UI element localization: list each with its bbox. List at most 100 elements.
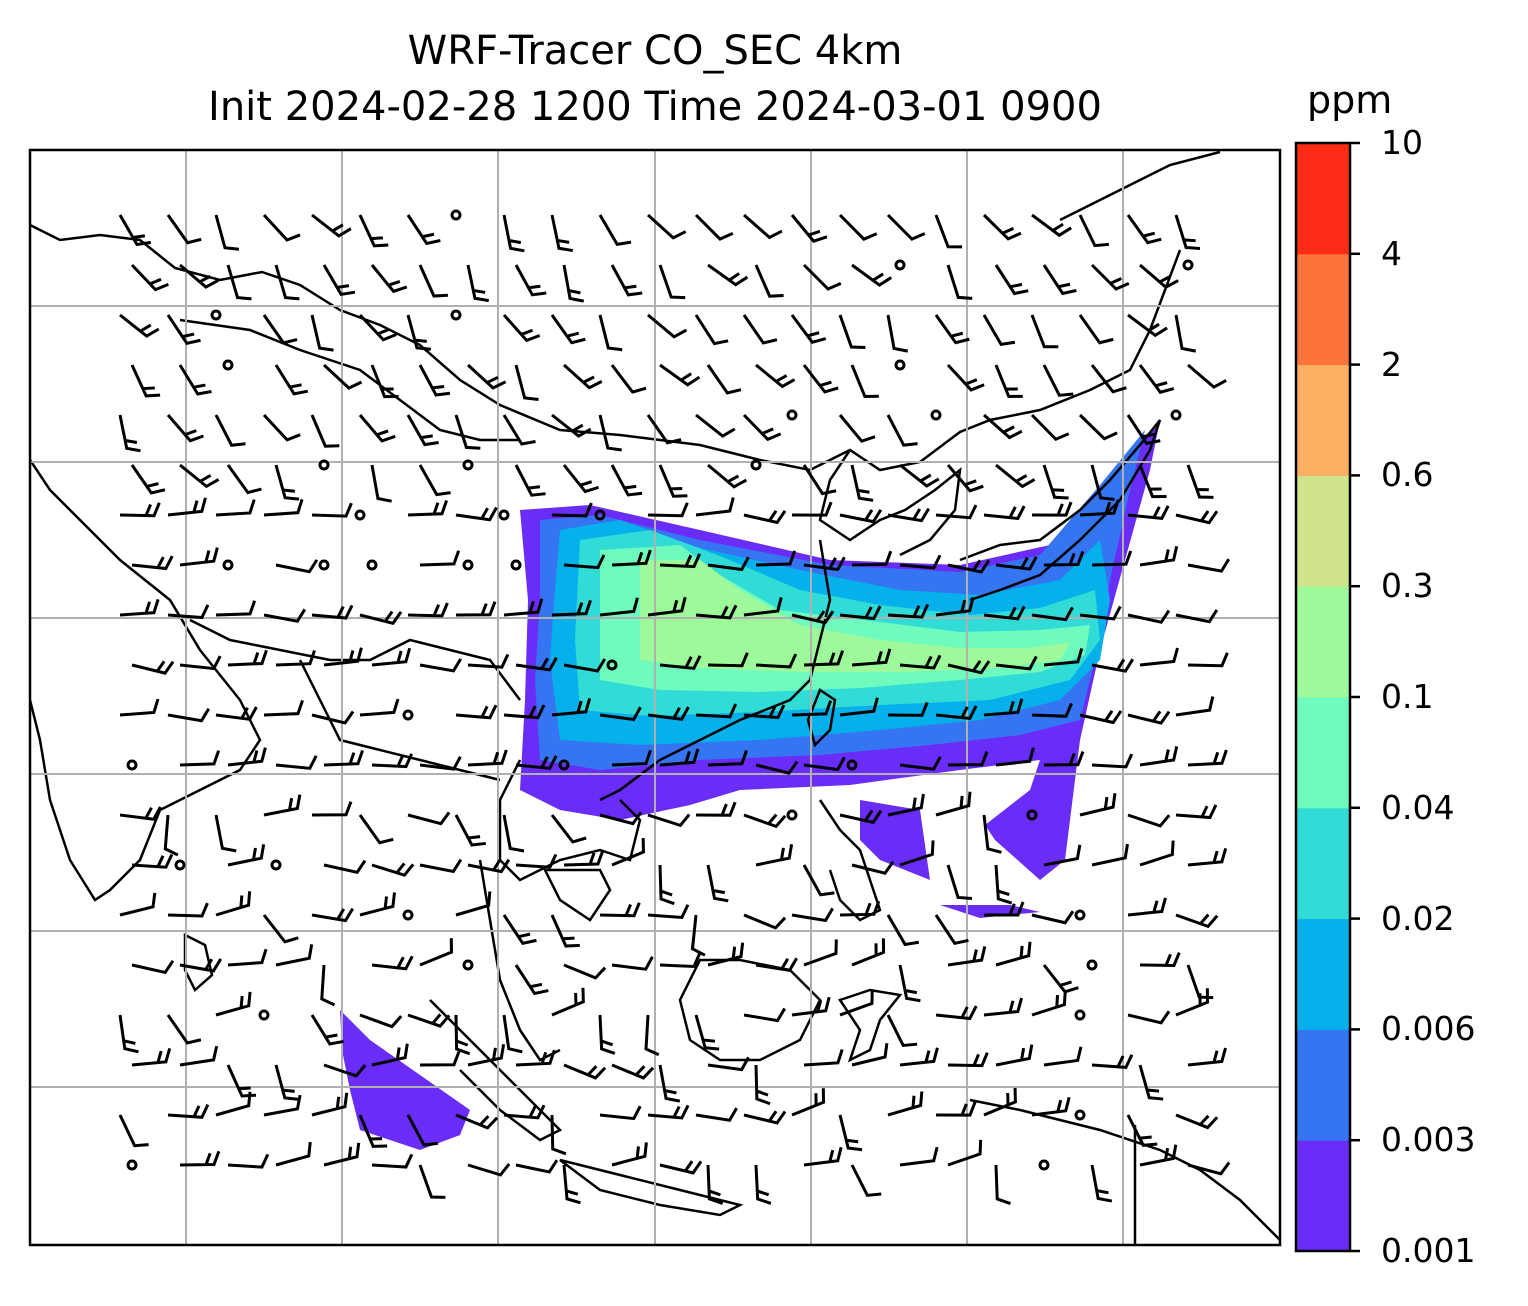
wind-barb xyxy=(1030,314,1059,349)
wind-barb xyxy=(119,698,160,717)
wind-barb xyxy=(599,597,639,617)
wind-barb xyxy=(659,1160,703,1175)
wind-barb xyxy=(323,1063,367,1078)
wind-barb xyxy=(899,554,942,570)
wind-barb xyxy=(371,862,415,877)
wind-barb xyxy=(1090,364,1127,394)
wind-barb xyxy=(994,1164,1011,1205)
wind-barb xyxy=(983,997,1023,1017)
wind-barb xyxy=(370,464,392,503)
wind-barb xyxy=(418,264,448,298)
wind-barb xyxy=(611,1142,648,1167)
wind-barb xyxy=(119,806,162,821)
wind-barb xyxy=(227,649,268,667)
wind-barb xyxy=(550,1114,567,1156)
wind-barb xyxy=(359,892,396,917)
wind-barb xyxy=(502,814,525,853)
wind-barb xyxy=(803,939,838,967)
wind-barb xyxy=(598,214,632,246)
wind-barb xyxy=(791,700,833,717)
wind-barb xyxy=(947,1139,983,1167)
wind-barb xyxy=(934,314,970,345)
wind-barb xyxy=(742,413,782,442)
wind-barb xyxy=(659,748,700,767)
calm-wind-marker xyxy=(210,309,222,321)
wind-barb xyxy=(130,263,169,292)
wind-barb xyxy=(1031,1096,1071,1117)
wind-barb xyxy=(802,864,835,897)
calm-wind-marker xyxy=(510,559,522,571)
wind-barb xyxy=(179,1045,219,1067)
colorbar-tick-label: 0.1 xyxy=(1381,677,1434,716)
calm-wind-marker xyxy=(894,259,906,271)
calm-wind-marker xyxy=(258,1009,270,1021)
wind-barb xyxy=(167,708,211,723)
wind-barb xyxy=(1138,1064,1164,1101)
wind-barb xyxy=(515,755,558,770)
calm-wind-marker xyxy=(462,559,474,571)
wind-barb xyxy=(418,1164,446,1199)
wind-barb xyxy=(742,314,778,345)
wind-barb xyxy=(695,497,735,517)
wind-barb xyxy=(886,414,918,447)
wind-barb xyxy=(707,749,748,767)
wind-barb xyxy=(466,363,507,390)
wind-barb xyxy=(599,706,642,722)
wind-barb xyxy=(647,706,690,721)
wind-barb xyxy=(946,464,984,493)
wind-barb xyxy=(455,704,498,720)
wind-barb xyxy=(755,550,797,567)
wind-barb xyxy=(1126,214,1162,245)
wind-barb xyxy=(419,1051,461,1067)
map-subtitle: Init 2024-02-28 1200 Time 2024-03-01 090… xyxy=(208,84,1102,130)
calm-wind-marker xyxy=(450,209,462,221)
wind-barb xyxy=(311,710,355,725)
wind-barb xyxy=(358,414,396,443)
wind-barb xyxy=(358,313,397,342)
wind-barb xyxy=(983,698,1024,717)
wind-barb xyxy=(550,314,586,345)
wind-barb xyxy=(791,907,834,923)
wind-barb xyxy=(935,791,972,817)
wind-barb xyxy=(707,1056,750,1072)
wind-barb xyxy=(754,1164,772,1205)
wind-barb xyxy=(118,1114,149,1148)
wind-barb xyxy=(179,463,220,489)
wind-barb xyxy=(743,813,787,829)
wind-barb xyxy=(743,1007,786,1023)
coast-sulawesi xyxy=(838,988,903,1063)
wind-barb xyxy=(119,502,161,518)
wind-barb xyxy=(946,264,973,300)
wind-barb xyxy=(887,507,930,523)
wind-barb xyxy=(1139,840,1175,867)
wind-barb xyxy=(406,214,441,246)
wind-barb xyxy=(983,1087,1017,1117)
wind-barb xyxy=(1043,751,1085,767)
wind-barb xyxy=(371,1043,409,1067)
wind-barb xyxy=(599,811,643,826)
wind-barb xyxy=(1078,314,1114,345)
wind-barb xyxy=(227,747,267,767)
calm-wind-marker xyxy=(126,1159,138,1171)
colorbar-tick-label: 4 xyxy=(1381,233,1402,273)
wind-barb xyxy=(370,264,408,294)
wind-barb xyxy=(467,1044,506,1067)
calm-wind-marker xyxy=(462,959,474,971)
wind-barb xyxy=(131,853,174,869)
wind-barb xyxy=(563,850,605,867)
wind-barb xyxy=(455,1113,499,1130)
border-mongolia xyxy=(179,318,520,442)
wind-barb xyxy=(275,1141,312,1167)
wind-barb xyxy=(454,1014,471,1056)
wind-barb xyxy=(1139,263,1179,289)
wind-barb xyxy=(851,1042,889,1067)
wind-barb xyxy=(1042,264,1077,296)
wind-barb xyxy=(418,364,451,397)
wind-barb xyxy=(550,214,574,253)
wind-barb xyxy=(130,364,161,398)
wind-barb xyxy=(311,213,352,238)
wind-barb xyxy=(179,750,221,767)
wind-barb xyxy=(359,1013,403,1029)
wind-barb xyxy=(995,1044,1034,1067)
wind-barb xyxy=(935,596,975,617)
